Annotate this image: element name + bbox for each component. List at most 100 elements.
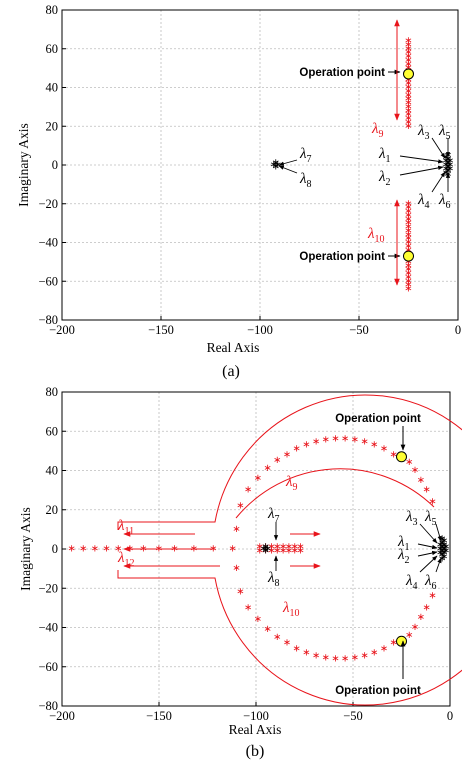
- red-eigenvalue-marker: ∗: [380, 644, 388, 655]
- eigenvalue-symbol: λ: [371, 121, 379, 137]
- eigenvalue-symbol: λ: [299, 146, 307, 162]
- red-eigenvalue-marker: ∗: [404, 245, 412, 256]
- red-eigenvalue-marker: ∗: [404, 229, 412, 240]
- eigenvalue-symbol: λ: [267, 506, 275, 522]
- red-eigenvalue-marker: ∗: [267, 545, 275, 556]
- eigenvalue-label: λ3: [417, 123, 430, 142]
- panel-b-marks: ∗ ∗ ∗ ∗ ∗ ∗ ∗ ∗ ∗ ∗ ∗ ∗∗∗∗∗∗∗∗ ∗ ∗ ∗ ∗ ∗ ∗ ∗ ∗ ∗∗∗∗∗∗∗∗∗∗∗∗∗…: [68, 434, 451, 665]
- eigenvalue-label: λ5: [424, 509, 437, 528]
- eigenvalue-symbol: λ: [417, 192, 425, 208]
- red-eigenvalue-marker: ∗: [404, 74, 412, 85]
- black-eigenvalue-marker: ∗: [440, 551, 448, 562]
- red-eigenvalue-marker: ∗: [322, 435, 330, 446]
- black-eigenvalue-marker: ∗: [446, 163, 454, 174]
- operation-point-marker: [396, 451, 407, 463]
- eigenvalue-subscript: 1: [386, 154, 391, 165]
- red-eigenvalue-marker: ∗: [404, 210, 412, 221]
- locus-trajectory-curve: [235, 468, 435, 519]
- panel-a-xlabel: Real Axis: [207, 340, 260, 355]
- black-eigenvalue-marker: ∗: [440, 547, 448, 558]
- black-eigenvalue-marker: ∗: [442, 156, 450, 167]
- x-tick-label: −50: [349, 323, 369, 337]
- eigenvalue-label: λ2: [378, 169, 391, 188]
- red-eigenvalue-marker: ∗: [273, 632, 281, 643]
- red-eigenvalue-marker: ∗: [404, 276, 412, 287]
- red-eigenvalue-marker: ∗: [404, 86, 412, 97]
- red-eigenvalue-marker: ∗: [291, 542, 299, 553]
- red-eigenvalue-marker: ∗: [390, 638, 398, 649]
- black-eigenvalue-marker: ∗: [272, 158, 280, 169]
- eigenvalue-subscript: 11: [125, 526, 135, 537]
- red-eigenvalue-marker: ∗: [302, 439, 310, 450]
- red-eigenvalue-marker: ∗: [341, 653, 349, 664]
- red-eigenvalue-marker: ∗: [404, 63, 412, 74]
- eigenvalue-label: λ10: [282, 600, 300, 619]
- eigenvalue-symbol: λ: [424, 509, 432, 525]
- red-eigenvalue-marker: ∗: [236, 500, 244, 511]
- y-tick-label: 0: [52, 542, 58, 556]
- red-eigenvalue-marker: ∗: [331, 653, 339, 664]
- y-tick-label: −40: [38, 236, 58, 250]
- eigenvalue-pointer-arrow: [435, 557, 442, 573]
- eigenvalue-subscript: 2: [386, 177, 391, 188]
- eigenvalue-label: λ4: [405, 573, 418, 592]
- eigenvalue-symbol: λ: [405, 509, 413, 525]
- black-eigenvalue-marker: ∗: [436, 540, 444, 551]
- eigenvalue-pointer-arrow: [278, 159, 298, 166]
- red-eigenvalue-marker: ∗: [404, 222, 412, 233]
- red-eigenvalue-marker: ∗: [404, 233, 412, 244]
- eigenvalue-subscript: 4: [413, 581, 418, 592]
- red-eigenvalue-marker: ∗: [229, 544, 237, 555]
- red-eigenvalue-marker: ∗: [273, 455, 281, 466]
- red-eigenvalue-marker: ∗: [273, 545, 281, 556]
- black-eigenvalue-marker: ∗: [444, 158, 452, 169]
- eigenvalue-symbol: λ: [117, 550, 125, 566]
- eigenvalue-subscript: 10: [290, 608, 300, 619]
- red-eigenvalue-marker: ∗: [296, 542, 304, 553]
- operation-point-marker: [403, 68, 414, 80]
- eigenvalue-symbol: λ: [397, 534, 405, 550]
- eigenvalue-label: λ10: [367, 226, 385, 245]
- red-eigenvalue-marker: ∗: [404, 82, 412, 93]
- x-tick-label: −200: [49, 709, 75, 723]
- black-eigenvalue-marker: ∗: [444, 161, 452, 172]
- red-eigenvalue-marker: ∗: [263, 624, 271, 635]
- red-eigenvalue-marker: ∗: [404, 113, 412, 124]
- red-eigenvalue-marker: ∗: [256, 542, 264, 553]
- red-eigenvalue-marker: ∗: [404, 225, 412, 236]
- red-eigenvalue-marker: ∗: [404, 198, 412, 209]
- red-eigenvalue-marker: ∗: [404, 268, 412, 279]
- black-eigenvalue-marker: ∗: [263, 544, 271, 555]
- red-eigenvalue-marker: ∗: [405, 457, 413, 468]
- eigenvalue-symbol: λ: [299, 171, 307, 187]
- red-eigenvalue-marker: ∗: [423, 485, 431, 496]
- red-eigenvalue-marker: ∗: [285, 545, 293, 556]
- red-eigenvalue-marker: ∗: [351, 652, 359, 663]
- black-eigenvalue-marker: ∗: [442, 542, 450, 553]
- eigenvalue-pointer-arrow: [431, 137, 446, 159]
- red-eigenvalue-marker: ∗: [79, 544, 87, 555]
- red-eigenvalue-marker: ∗: [404, 43, 412, 54]
- eigenvalue-subscript: 12: [125, 558, 135, 569]
- x-tick-label: −50: [343, 709, 363, 723]
- red-eigenvalue-marker: ∗: [411, 465, 419, 476]
- eigenvalue-pointer-arrow: [399, 165, 444, 176]
- black-eigenvalue-marker: ∗: [272, 161, 280, 172]
- eigenvalue-subscript: 7: [275, 514, 280, 525]
- eigenvalue-subscript: 8: [307, 179, 312, 190]
- operation-point-label: Operation point: [335, 685, 421, 697]
- eigenvalue-subscript: 4: [425, 200, 430, 211]
- red-eigenvalue-marker: ∗: [244, 602, 252, 613]
- red-eigenvalue-marker: ∗: [370, 439, 378, 450]
- red-eigenvalue-marker: ∗: [279, 542, 287, 553]
- red-eigenvalue-marker: ∗: [293, 443, 301, 454]
- eigenvalue-label: λ7: [299, 146, 312, 165]
- black-eigenvalue-marker: ∗: [446, 156, 454, 167]
- red-eigenvalue-marker: ∗: [291, 545, 299, 556]
- y-tick-label: 80: [46, 3, 59, 17]
- panel-a-label: (a): [222, 363, 240, 380]
